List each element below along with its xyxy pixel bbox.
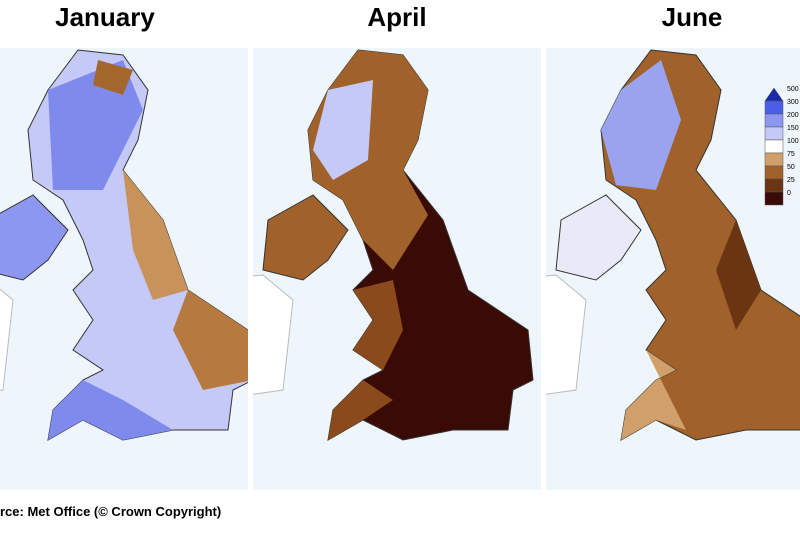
legend-label: 500 [787,86,799,93]
legend-swatch [764,100,784,115]
legend-swatch [764,191,784,206]
source-note: rce: Met Office (© Crown Copyright) [0,504,221,519]
map-june: 500 300 200 150 100 75 50 25 0 [546,48,800,490]
legend-label: 75 [787,151,795,158]
legend-label: 200 [787,112,799,119]
legend-label: 0 [787,190,791,197]
legend-swatch [764,178,784,193]
legend-swatch [764,113,784,128]
legend-label: 150 [787,125,799,132]
legend: 500 300 200 150 100 75 50 25 0 [764,86,799,206]
legend-swatch [764,139,784,154]
legend-swatch [764,126,784,141]
legend-swatch [764,152,784,167]
panel-title: April [367,2,426,32]
legend-label: 300 [787,99,799,106]
legend-label: 50 [787,164,795,171]
legend-label: 25 [787,177,795,184]
map-april [253,48,541,490]
panel-title: January [55,2,155,32]
map-january [0,48,248,490]
legend-label: 100 [787,138,799,145]
legend-swatch [764,165,784,180]
panel-title: June [662,2,723,32]
